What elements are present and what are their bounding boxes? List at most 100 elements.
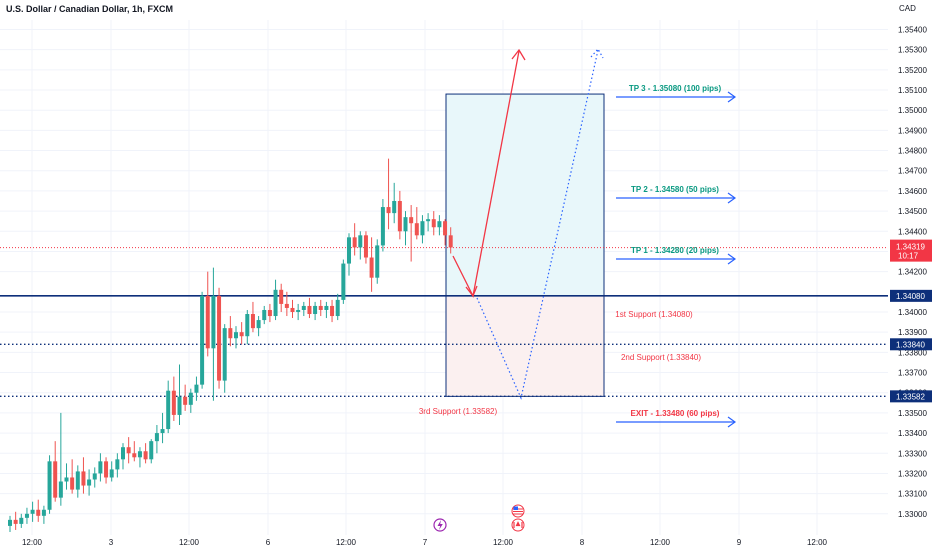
candle-body bbox=[19, 517, 24, 524]
candle-body bbox=[64, 477, 69, 482]
tp2-label: TP 2 - 1.34580 (50 pips) bbox=[631, 185, 719, 194]
price-tick-label: 1.34700 bbox=[898, 167, 927, 176]
event-icons[interactable] bbox=[433, 504, 525, 532]
currency-label: CAD bbox=[899, 4, 916, 13]
candle-body bbox=[414, 223, 419, 236]
candlestick-series bbox=[8, 158, 453, 532]
candle-body bbox=[154, 433, 159, 442]
candle-body bbox=[273, 289, 278, 317]
candle-body bbox=[267, 309, 272, 317]
time-tick-label: 12:00 bbox=[650, 538, 671, 547]
price-tick-label: 1.35400 bbox=[898, 25, 927, 34]
candle-body bbox=[318, 305, 323, 310]
candle-body bbox=[188, 392, 193, 405]
candle-body bbox=[262, 309, 267, 321]
candle-body bbox=[205, 295, 210, 349]
time-tick-label: 9 bbox=[737, 538, 742, 547]
stop-loss-zone[interactable] bbox=[445, 295, 605, 397]
candle-body bbox=[386, 207, 391, 214]
tp1-label: TP 1 - 1.34280 (20 pips) bbox=[631, 246, 719, 255]
time-tick-label: 8 bbox=[580, 538, 585, 547]
candle-body bbox=[352, 237, 357, 248]
bullish-arrowhead bbox=[511, 48, 526, 61]
projection-arrows[interactable] bbox=[452, 47, 737, 428]
trade-annotations: TP 3 - 1.35080 (100 pips) TP 2 - 1.34580… bbox=[419, 84, 722, 418]
time-tick-label: 6 bbox=[266, 538, 271, 547]
candle-body bbox=[313, 305, 318, 315]
candle-body bbox=[245, 314, 250, 337]
price-tick-label: 1.34900 bbox=[898, 126, 927, 135]
pullback-arrowhead bbox=[465, 285, 478, 298]
candle-body bbox=[115, 459, 120, 470]
time-tick-label: 7 bbox=[423, 538, 428, 547]
candle-body bbox=[222, 328, 227, 381]
profit-target-zone[interactable] bbox=[445, 93, 605, 297]
candle-body bbox=[41, 509, 46, 516]
candle-body bbox=[234, 332, 238, 339]
chart-title: U.S. Dollar / Canadian Dollar, 1h, FXCM bbox=[6, 4, 174, 14]
candle-body bbox=[53, 461, 58, 498]
last-price-value: 1.34319 bbox=[896, 243, 925, 252]
candle-body bbox=[239, 332, 244, 337]
support3-label: 3rd Support (1.33582) bbox=[419, 407, 498, 416]
candle-body bbox=[194, 384, 199, 393]
alternate-projection-arrow[interactable] bbox=[476, 49, 599, 400]
line-price-tag bbox=[890, 390, 932, 403]
candle-body bbox=[8, 519, 12, 526]
candle-body bbox=[279, 289, 284, 304]
candle-body bbox=[132, 453, 137, 458]
candle-body bbox=[392, 201, 397, 214]
lightning-glyph bbox=[437, 520, 443, 530]
candle-body bbox=[143, 451, 148, 460]
tp2-arrow-head bbox=[727, 192, 737, 204]
support2-label: 2nd Support (1.33840) bbox=[621, 353, 701, 362]
time-tick-label: 12:00 bbox=[336, 538, 357, 547]
price-tick-label: 1.33500 bbox=[898, 409, 927, 418]
price-tick-label: 1.34000 bbox=[898, 308, 927, 317]
alternate-arrowhead bbox=[590, 47, 604, 59]
candle-body bbox=[217, 295, 222, 381]
candle-body bbox=[149, 441, 154, 460]
price-tick-label: 1.33400 bbox=[898, 429, 927, 438]
candle-body bbox=[121, 447, 125, 460]
candle-body bbox=[92, 473, 97, 480]
line-price-value: 1.34080 bbox=[896, 292, 925, 301]
candle-body bbox=[443, 221, 448, 236]
candle-body bbox=[58, 481, 63, 498]
time-tick-label: 12:00 bbox=[807, 538, 828, 547]
candle-body bbox=[296, 309, 301, 312]
tp3-arrow-head bbox=[727, 91, 737, 103]
candle-body bbox=[301, 305, 306, 310]
candle-body bbox=[228, 328, 233, 339]
candle-body bbox=[87, 479, 92, 486]
price-tick-label: 1.33700 bbox=[898, 369, 927, 378]
price-tick-label: 1.33900 bbox=[898, 328, 927, 337]
time-axis[interactable]: 12:00 3 12:00 6 12:00 7 12:00 8 12:00 9 12:00 bbox=[22, 538, 828, 547]
time-tick-label: 12:00 bbox=[493, 538, 514, 547]
exit-arrow-head bbox=[727, 416, 737, 428]
price-tick-label: 1.33200 bbox=[898, 469, 927, 478]
price-tick-label: 1.33800 bbox=[898, 348, 927, 357]
time-tick-label: 3 bbox=[109, 538, 114, 547]
candle-body bbox=[171, 390, 176, 415]
candle-body bbox=[358, 235, 363, 248]
candle-body bbox=[24, 513, 29, 518]
price-axis[interactable]: 1.33000 1.33100 1.33200 1.33300 1.33400 1.335… bbox=[898, 25, 927, 518]
price-tick-label: 1.34500 bbox=[898, 207, 927, 216]
candle-body bbox=[420, 221, 425, 236]
price-tick-label: 1.33100 bbox=[898, 490, 927, 499]
candle-body bbox=[307, 305, 312, 315]
candle-body bbox=[137, 451, 142, 458]
candle-body bbox=[160, 429, 165, 434]
exit-label: EXIT - 1.33480 (60 pips) bbox=[631, 409, 720, 418]
candle-body bbox=[375, 245, 380, 278]
price-tick-label: 1.34400 bbox=[898, 227, 927, 236]
candle-body bbox=[13, 519, 18, 524]
candle-body bbox=[47, 461, 52, 510]
price-tick-label: 1.33300 bbox=[898, 449, 927, 458]
candle-body bbox=[30, 509, 35, 514]
support-lines[interactable] bbox=[0, 295, 888, 398]
candle-body bbox=[284, 303, 289, 308]
